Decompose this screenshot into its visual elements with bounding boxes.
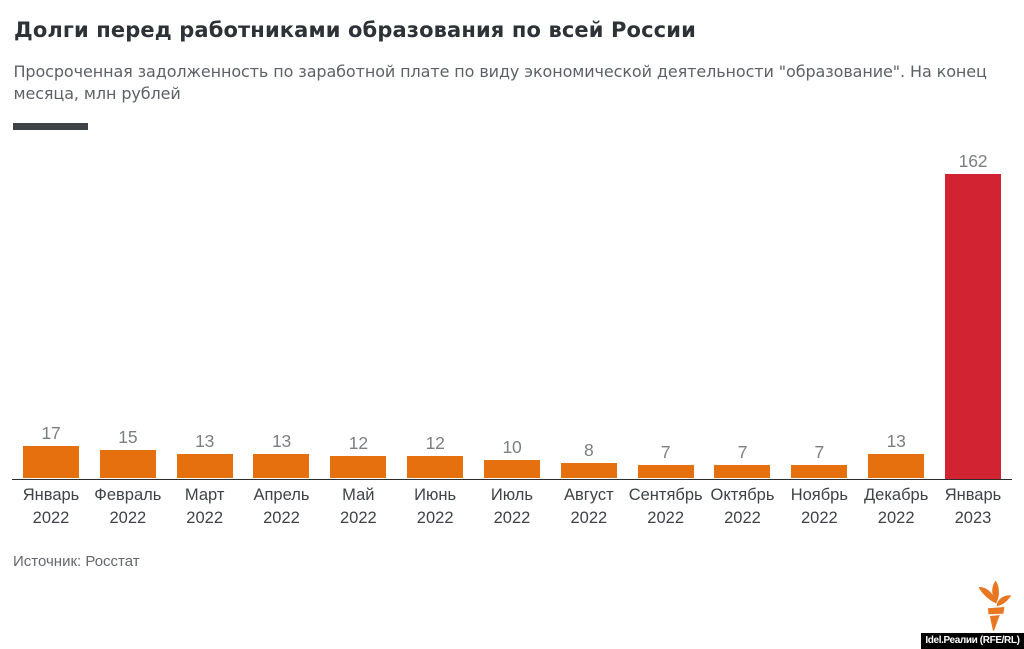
bar-апрель-2022: [253, 454, 310, 479]
bar-декабрь-2022: [868, 454, 925, 479]
x-axis-label-year: 2022: [877, 509, 915, 528]
x-axis-label-year: 2022: [493, 509, 531, 528]
rferl-torch-logo-icon: [978, 580, 1012, 631]
x-axis-label-year: 2022: [186, 509, 224, 528]
x-axis-label-year: 2022: [339, 509, 377, 528]
bar-июль-2022: [483, 459, 540, 479]
x-axis-label-year: 2022: [32, 509, 70, 528]
x-axis-label-year: 2022: [109, 509, 147, 528]
bar-value-label: 12: [348, 432, 368, 453]
bar-value-label: 7: [814, 442, 825, 463]
credit-badge: Idel.Реалии (RFE/RL): [921, 632, 1024, 649]
x-axis-label-year: 2022: [263, 509, 300, 528]
x-axis-label-month: Август: [563, 485, 614, 504]
bar-value-label: 8: [584, 440, 594, 461]
x-axis-label-month: Июнь: [414, 485, 457, 504]
x-axis-label: Январь 2022: [0, 484, 106, 531]
x-axis-label-month: Январь: [944, 485, 1002, 504]
credit-text: Idel.Реалии (RFE/RL): [925, 635, 1020, 647]
bar-value-label: 13: [886, 431, 906, 452]
x-axis-label: Январь 2023: [918, 484, 1024, 531]
x-axis-label: Сентябрь 2022: [611, 484, 721, 531]
x-axis-label: Декабрь 2022: [841, 484, 951, 531]
bar-ноябрь-2022: [791, 465, 848, 479]
x-axis-label-month: Июль: [490, 485, 534, 504]
chart-subtitle: Просроченная задолженность по заработной…: [13, 62, 987, 103]
x-axis-label-year: 2022: [800, 509, 838, 528]
bar-value-label: 13: [195, 431, 215, 452]
bar-январь-2022: [23, 446, 79, 479]
x-axis-label-year: 2022: [416, 509, 454, 528]
bar-май-2022: [330, 455, 387, 479]
bar-value-label: 12: [425, 432, 445, 453]
chart-title: Долги перед работниками образования по в…: [14, 18, 696, 42]
x-axis-line: [12, 478, 1012, 480]
x-axis-label: Ноябрь 2022: [764, 484, 874, 531]
x-axis-label-month: Октябрь: [710, 485, 775, 504]
bar-март-2022: [176, 454, 233, 479]
x-axis-label-year: 2022: [570, 509, 608, 528]
x-axis-label: Июль 2022: [457, 484, 567, 531]
x-axis-label-month: Март: [184, 485, 225, 504]
x-axis-label: Апрель 2022: [226, 484, 336, 531]
x-axis-label-month: Апрель: [253, 485, 310, 504]
bar-value-label: 10: [502, 436, 522, 457]
legend-dash: [13, 123, 88, 130]
bar-value-label: 13: [271, 431, 292, 452]
bar-value-label: 7: [660, 442, 671, 463]
x-axis-label: Октябрь 2022: [687, 484, 797, 531]
x-axis-label: Февраль 2022: [73, 484, 183, 531]
x-axis-label-year: 2022: [647, 509, 685, 528]
bar-value-label: 17: [41, 423, 61, 444]
x-axis-label-month: Январь: [22, 485, 80, 504]
source-note: Источник: Росстат: [13, 553, 140, 571]
x-axis-label-year: 2022: [724, 509, 761, 528]
bar-value-label: 162: [958, 150, 988, 171]
x-axis-label: Август 2022: [534, 484, 644, 531]
x-axis-label: Июнь 2022: [380, 484, 490, 531]
bar-value-label: 15: [118, 427, 138, 448]
x-axis-label-month: Декабрь: [863, 485, 929, 504]
x-axis-label: Май 2022: [303, 484, 413, 531]
x-axis-label-month: Май: [342, 485, 375, 504]
bar-октябрь-2022: [714, 465, 771, 479]
x-axis-label-year: 2023: [954, 509, 992, 528]
bar-август-2022: [560, 463, 617, 479]
x-axis-label-month: Ноябрь: [790, 485, 848, 504]
x-axis-label-month: Сентябрь: [628, 485, 703, 504]
x-axis-label: Март 2022: [150, 484, 260, 531]
x-axis-label-month: Февраль: [94, 485, 162, 504]
bar-сентябрь-2022: [637, 465, 694, 479]
bar-февраль-2022: [99, 450, 156, 479]
bar-июнь-2022: [407, 455, 464, 479]
bar-январь-2023: [944, 173, 1001, 479]
bar-value-label: 7: [737, 442, 748, 463]
